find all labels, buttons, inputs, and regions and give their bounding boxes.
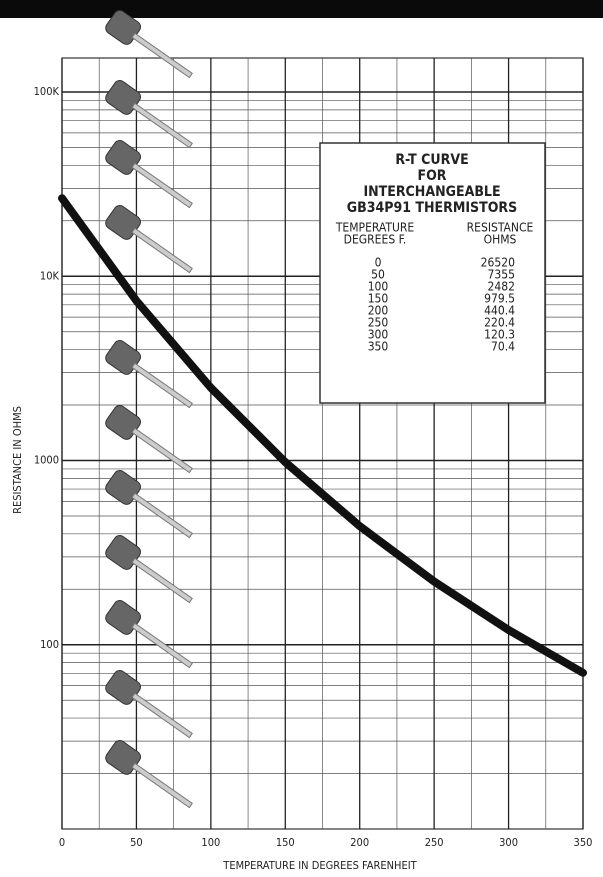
table-resistance: 120.3 bbox=[484, 328, 515, 342]
table-resistance: 2482 bbox=[488, 280, 515, 294]
thermistor-lead bbox=[131, 557, 193, 604]
thermistor-lead bbox=[131, 32, 193, 79]
y-tick-label: 10K bbox=[40, 269, 60, 282]
table-header: DEGREES F. bbox=[344, 233, 407, 247]
thermistor-image bbox=[105, 140, 193, 209]
thermistor-lead bbox=[131, 102, 193, 149]
thermistor-images bbox=[105, 10, 193, 809]
table-temperature: 150 bbox=[368, 292, 389, 306]
thermistor-image bbox=[105, 670, 193, 739]
plot bbox=[58, 194, 587, 677]
table-temperature: 50 bbox=[371, 268, 385, 282]
x-tick-label: 200 bbox=[350, 836, 369, 849]
y-tick-label: 1000 bbox=[34, 454, 59, 467]
x-tick-label: 0 bbox=[59, 836, 65, 849]
curve bbox=[58, 194, 587, 677]
y-tick-label: 100K bbox=[34, 85, 60, 98]
thermistor-lead bbox=[131, 162, 193, 209]
top-band bbox=[0, 0, 603, 18]
thermistor-image bbox=[105, 340, 193, 409]
table-resistance: 26520 bbox=[481, 256, 515, 270]
inset-title: GB34P91 THERMISTORS bbox=[347, 200, 517, 216]
x-tick-label: 350 bbox=[574, 836, 593, 849]
table-resistance: 70.4 bbox=[491, 340, 515, 354]
thermistor-lead bbox=[131, 227, 193, 274]
thermistor-image bbox=[105, 740, 193, 809]
inset-title: R-T CURVE bbox=[395, 152, 468, 168]
table-temperature: 350 bbox=[368, 340, 389, 354]
thermistor-image bbox=[105, 405, 193, 474]
table-temperature: 100 bbox=[368, 280, 389, 294]
thermistor-image bbox=[105, 80, 193, 149]
thermistor-lead bbox=[131, 762, 193, 809]
thermistor-lead bbox=[131, 362, 193, 409]
table-temperature: 300 bbox=[368, 328, 389, 342]
y-tick-label: 100 bbox=[40, 638, 59, 651]
x-tick-label: 300 bbox=[499, 836, 518, 849]
x-tick-label: 250 bbox=[425, 836, 444, 849]
thermistor-lead bbox=[131, 427, 193, 474]
table-resistance: 220.4 bbox=[484, 316, 515, 330]
table-header: RESISTANCE bbox=[467, 221, 534, 235]
table-temperature: 250 bbox=[368, 316, 389, 330]
thermistor-image bbox=[105, 600, 193, 669]
thermistor-lead bbox=[131, 622, 193, 669]
thermistor-image bbox=[105, 535, 193, 604]
thermistor-lead bbox=[131, 692, 193, 739]
x-tick-label: 100 bbox=[201, 836, 220, 849]
table-header: OHMS bbox=[484, 233, 517, 247]
x-tick-label: 50 bbox=[130, 836, 143, 849]
thermistor-image bbox=[105, 470, 193, 539]
thermistor-image bbox=[105, 205, 193, 274]
thermistor-lead bbox=[131, 492, 193, 539]
x-tick-label: 150 bbox=[276, 836, 295, 849]
y-axis-label: RESISTANCE IN OHMS bbox=[11, 406, 24, 514]
table-header: TEMPERATURE bbox=[335, 221, 415, 235]
table-temperature: 0 bbox=[375, 256, 382, 270]
thermistor-image bbox=[105, 10, 193, 79]
table-resistance: 979.5 bbox=[484, 292, 515, 306]
table-resistance: 7355 bbox=[488, 268, 515, 282]
inset-title: FOR bbox=[417, 168, 446, 184]
table-temperature: 200 bbox=[368, 304, 389, 318]
inset-frame bbox=[319, 142, 546, 404]
x-axis-label: TEMPERATURE IN DEGREES FARENHEIT bbox=[222, 859, 417, 872]
table-resistance: 440.4 bbox=[484, 304, 515, 318]
inset-title: INTERCHANGEABLE bbox=[363, 184, 500, 200]
